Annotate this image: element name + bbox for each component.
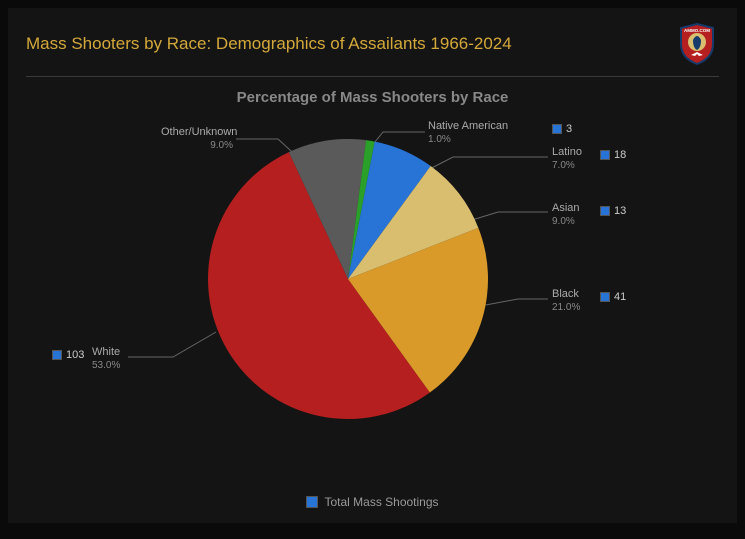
pie-chart xyxy=(208,139,488,419)
value-swatch-icon xyxy=(52,350,62,360)
main-title: Mass Shooters by Race: Demographics of A… xyxy=(26,34,512,54)
legend-swatch-icon xyxy=(306,496,318,508)
label-white: White 53.0% xyxy=(92,345,120,372)
brand-logo: AMMO.COM xyxy=(675,22,719,66)
value-swatch-icon xyxy=(552,124,562,134)
value-native: 3 xyxy=(552,123,572,135)
value-swatch-icon xyxy=(600,292,610,302)
value-black: 41 xyxy=(600,291,626,303)
chart-area: Percentage of Mass Shooters by Race Othe… xyxy=(8,77,737,517)
value-swatch-icon xyxy=(600,206,610,216)
value-latino: 18 xyxy=(600,149,626,161)
legend: Total Mass Shootings xyxy=(8,495,737,509)
label-native: Native American 1.0% xyxy=(428,119,508,146)
value-swatch-icon xyxy=(600,150,610,160)
value-white: 103 xyxy=(52,349,84,361)
chart-card: Mass Shooters by Race: Demographics of A… xyxy=(8,8,737,523)
legend-label: Total Mass Shootings xyxy=(324,495,438,509)
label-asian: Asian 9.0% xyxy=(552,201,580,228)
header: Mass Shooters by Race: Demographics of A… xyxy=(8,8,737,76)
value-asian: 13 xyxy=(600,205,626,217)
label-latino: Latino 7.0% xyxy=(552,145,582,172)
label-black: Black 21.0% xyxy=(552,287,580,314)
label-other: Other/Unknown 9.0% xyxy=(161,125,233,152)
logo-text-icon: AMMO.COM xyxy=(684,28,710,33)
